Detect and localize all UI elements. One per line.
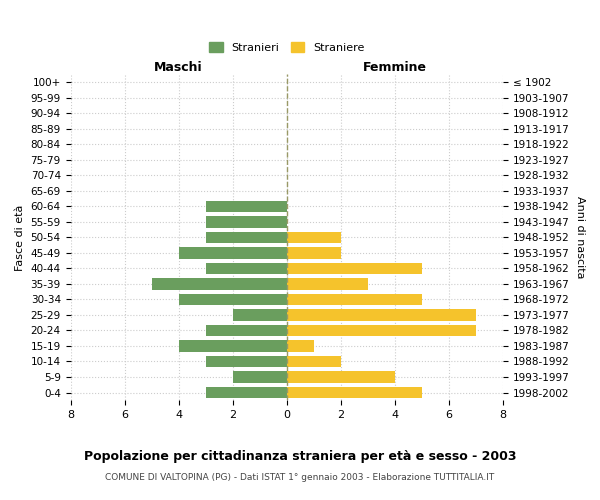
Bar [287, 324, 476, 336]
Bar [287, 309, 476, 321]
Bar [287, 262, 422, 274]
Text: Maschi: Maschi [154, 62, 203, 74]
Y-axis label: Anni di nascita: Anni di nascita [575, 196, 585, 278]
Text: Femmine: Femmine [363, 62, 427, 74]
Legend: Stranieri, Straniere: Stranieri, Straniere [205, 38, 368, 58]
Bar [206, 262, 287, 274]
Text: COMUNE DI VALTOPINA (PG) - Dati ISTAT 1° gennaio 2003 - Elaborazione TUTTITALIA.: COMUNE DI VALTOPINA (PG) - Dati ISTAT 1°… [106, 472, 494, 482]
Bar [206, 216, 287, 228]
Bar [206, 386, 287, 398]
Bar [287, 294, 422, 306]
Bar [287, 356, 341, 368]
Bar [233, 371, 287, 383]
Bar [287, 386, 422, 398]
Bar [179, 340, 287, 352]
Y-axis label: Fasce di età: Fasce di età [15, 204, 25, 270]
Bar [287, 340, 314, 352]
Bar [206, 356, 287, 368]
Bar [233, 309, 287, 321]
Text: Popolazione per cittadinanza straniera per età e sesso - 2003: Popolazione per cittadinanza straniera p… [84, 450, 516, 463]
Bar [206, 200, 287, 212]
Bar [179, 294, 287, 306]
Bar [287, 232, 341, 243]
Bar [206, 324, 287, 336]
Bar [287, 371, 395, 383]
Bar [206, 232, 287, 243]
Bar [152, 278, 287, 289]
Bar [179, 247, 287, 258]
Bar [287, 247, 341, 258]
Bar [287, 278, 368, 289]
